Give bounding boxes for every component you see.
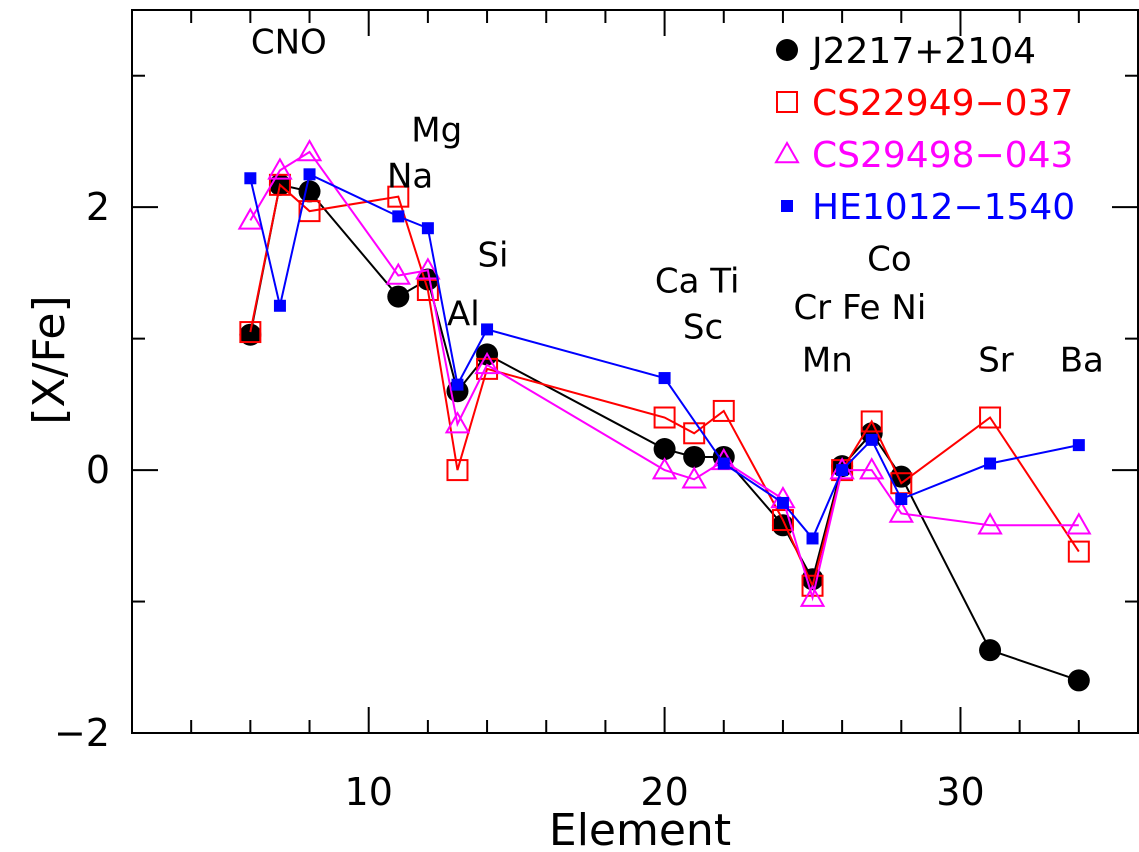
data-point bbox=[1067, 669, 1090, 692]
element-label: Cr Fe Ni bbox=[793, 288, 926, 328]
data-point bbox=[683, 445, 706, 468]
data-point bbox=[717, 457, 730, 470]
data-point bbox=[683, 422, 706, 445]
data-point bbox=[387, 185, 410, 208]
data-point bbox=[806, 532, 819, 545]
data-point bbox=[451, 378, 464, 391]
data-point bbox=[239, 321, 262, 344]
data-point bbox=[385, 262, 412, 285]
series-3 bbox=[244, 168, 1085, 545]
data-point bbox=[387, 285, 410, 308]
x-axis-label: Element bbox=[549, 805, 731, 852]
data-point bbox=[865, 433, 878, 446]
series-line bbox=[249, 183, 1080, 682]
element-label: Al bbox=[447, 294, 480, 334]
data-point bbox=[273, 299, 286, 312]
series-line bbox=[249, 182, 1080, 589]
element-label: Na bbox=[387, 156, 433, 196]
data-point bbox=[658, 372, 671, 385]
y-tick-label: 0 bbox=[86, 448, 110, 492]
element-label: Co bbox=[867, 239, 912, 279]
data-point bbox=[858, 457, 885, 480]
axis-labels: Element [X/Fe] bbox=[24, 295, 731, 852]
data-point bbox=[268, 173, 291, 196]
data-point bbox=[421, 222, 434, 235]
series-1 bbox=[239, 173, 1090, 597]
legend-label: CS29498−043 bbox=[812, 135, 1073, 176]
data-point bbox=[444, 411, 471, 434]
data-point bbox=[239, 323, 262, 346]
element-label: Mg bbox=[411, 110, 462, 150]
series-line bbox=[249, 172, 1080, 541]
data-point bbox=[681, 466, 707, 489]
series-line bbox=[249, 150, 1079, 602]
data-point bbox=[476, 357, 499, 380]
axis-ticks: 10 20 30 −2 0 2 bbox=[54, 10, 1139, 814]
data-point bbox=[474, 351, 500, 375]
plot-frame bbox=[131, 9, 1139, 734]
element-label: Si bbox=[477, 235, 508, 275]
data-point bbox=[298, 200, 321, 223]
element-label: Ba bbox=[1060, 341, 1104, 381]
data-point bbox=[481, 323, 494, 336]
data-point bbox=[799, 584, 826, 607]
data-series bbox=[237, 138, 1092, 692]
data-point bbox=[296, 138, 323, 162]
data-point bbox=[237, 207, 264, 230]
y-tick-label: 2 bbox=[86, 185, 110, 229]
x-tick-label: 20 bbox=[640, 770, 688, 814]
data-point bbox=[244, 172, 257, 185]
data-point bbox=[267, 157, 293, 180]
data-point bbox=[1067, 540, 1090, 563]
data-point bbox=[298, 180, 321, 203]
legend-label: HE1012−1540 bbox=[812, 187, 1075, 228]
data-point bbox=[771, 509, 794, 532]
data-point bbox=[888, 500, 915, 523]
x-tick-label: 10 bbox=[345, 770, 393, 814]
element-label: Ca Ti bbox=[655, 262, 740, 302]
legend-item: CS29498−043 bbox=[774, 135, 1073, 176]
element-label: Mn bbox=[802, 341, 853, 381]
data-point bbox=[979, 639, 1002, 662]
data-point bbox=[651, 457, 678, 480]
legend-item: J2217+2104 bbox=[776, 31, 1036, 72]
data-point bbox=[415, 257, 441, 280]
data-point bbox=[979, 406, 1002, 429]
element-label: Sc bbox=[683, 308, 723, 348]
data-point bbox=[1072, 439, 1085, 452]
data-point bbox=[776, 496, 789, 509]
data-point bbox=[416, 278, 439, 301]
data-point bbox=[836, 464, 849, 477]
element-label: CNO bbox=[251, 22, 327, 62]
element-annotations: CNO Mg Na Si Al Ca Ti Sc Co Cr Fe Ni Mn Sr Ba bbox=[251, 22, 1104, 380]
data-point bbox=[653, 438, 676, 461]
data-point bbox=[712, 399, 735, 422]
legend-item: CS22949−037 bbox=[776, 83, 1073, 124]
element-label: Sr bbox=[978, 341, 1014, 381]
data-point bbox=[1066, 512, 1092, 535]
y-axis-label: [X/Fe] bbox=[24, 295, 75, 424]
data-point bbox=[860, 410, 883, 433]
data-point bbox=[392, 210, 405, 223]
legend-marker bbox=[776, 91, 798, 113]
x-tick-label: 30 bbox=[936, 770, 984, 814]
data-point bbox=[653, 406, 676, 429]
data-point bbox=[895, 493, 908, 506]
data-point bbox=[984, 457, 997, 470]
legend-marker bbox=[776, 39, 798, 61]
data-point bbox=[303, 168, 316, 181]
legend-item: HE1012−1540 bbox=[781, 187, 1075, 228]
legend-label: J2217+2104 bbox=[810, 31, 1036, 72]
series-0 bbox=[239, 173, 1090, 692]
data-point bbox=[446, 459, 469, 482]
y-tick-label: −2 bbox=[54, 711, 110, 755]
data-point bbox=[977, 512, 1003, 535]
legend-marker bbox=[774, 140, 800, 164]
legend: J2217+2104 CS22949−037 CS29498−043 HE1012−1… bbox=[774, 31, 1075, 228]
legend-label: CS22949−037 bbox=[812, 83, 1073, 124]
legend-marker bbox=[781, 200, 793, 212]
